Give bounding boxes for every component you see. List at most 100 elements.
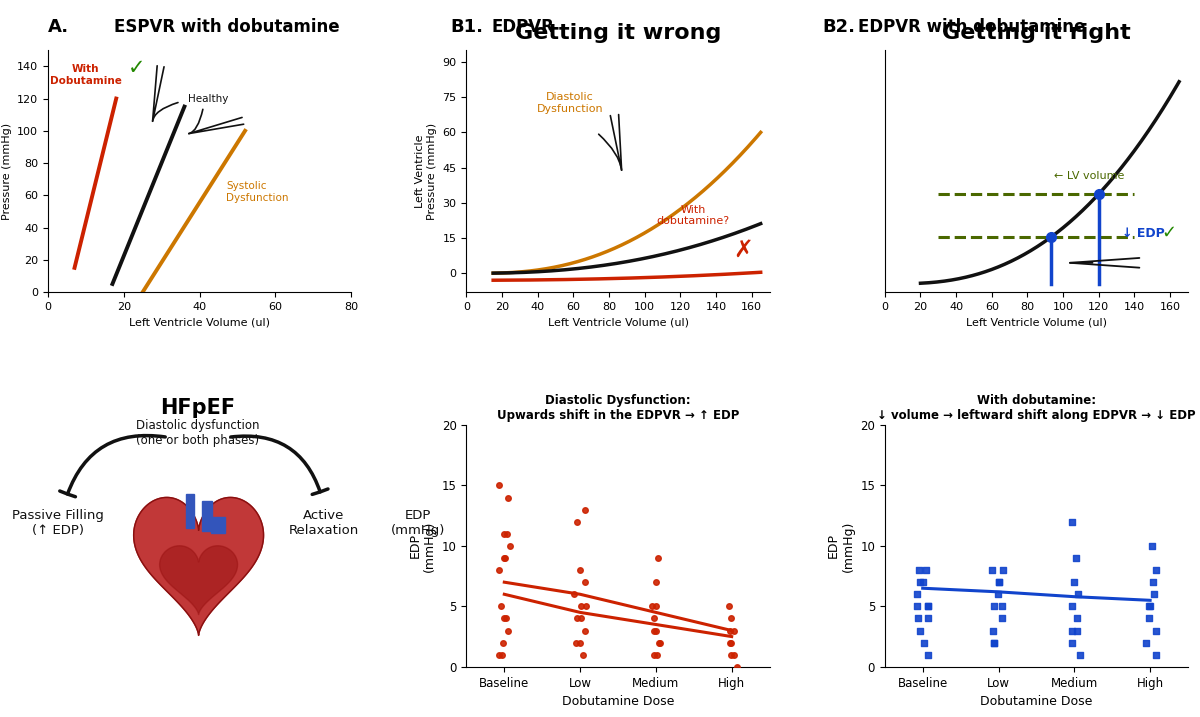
Text: Passive Filling
(↑ EDP): Passive Filling (↑ EDP) xyxy=(12,509,103,538)
Text: With
dobutamine?: With dobutamine? xyxy=(656,204,730,227)
Text: ↓ EDP: ↓ EDP xyxy=(1122,227,1165,239)
Text: B1.: B1. xyxy=(450,18,482,36)
Point xyxy=(1146,625,1165,636)
X-axis label: Left Ventricle Volume (ul): Left Ventricle Volume (ul) xyxy=(130,318,270,327)
Point xyxy=(1063,625,1082,636)
Text: Diastolic
Dysfunction: Diastolic Dysfunction xyxy=(536,92,604,113)
Point xyxy=(498,492,517,503)
Point xyxy=(490,564,509,576)
Point xyxy=(500,540,520,551)
X-axis label: Dobutamine Dose: Dobutamine Dose xyxy=(562,695,674,708)
Point xyxy=(911,576,930,588)
Y-axis label: EDP
(mmHg): EDP (mmHg) xyxy=(827,521,854,571)
Point xyxy=(576,625,595,636)
Text: Systolic
Dysfunction: Systolic Dysfunction xyxy=(226,181,289,203)
Point xyxy=(913,576,932,588)
Point xyxy=(1146,649,1165,660)
Point xyxy=(493,637,512,648)
Point xyxy=(990,576,1009,588)
Point xyxy=(1064,576,1084,588)
Point xyxy=(571,637,590,648)
Point xyxy=(1062,516,1081,528)
Point xyxy=(989,576,1008,588)
Point xyxy=(571,613,590,625)
Point xyxy=(494,552,514,564)
Polygon shape xyxy=(211,517,224,533)
Point xyxy=(727,661,746,673)
Text: EDPVR with dobutamine: EDPVR with dobutamine xyxy=(858,18,1085,36)
Point xyxy=(908,613,928,625)
X-axis label: Left Ventricle Volume (ul): Left Ventricle Volume (ul) xyxy=(547,318,689,327)
Text: ✓: ✓ xyxy=(1162,224,1176,242)
Point xyxy=(1062,601,1081,612)
Point xyxy=(725,649,744,660)
Y-axis label: Left Ventricle
Pressure (mmHg): Left Ventricle Pressure (mmHg) xyxy=(415,123,437,219)
Point xyxy=(566,637,586,648)
Text: HFpEF: HFpEF xyxy=(161,398,235,418)
Point xyxy=(1067,552,1086,564)
Point xyxy=(649,637,668,648)
Point xyxy=(984,637,1003,648)
Point xyxy=(568,613,587,625)
Point xyxy=(720,637,739,648)
Text: EDPVR: EDPVR xyxy=(492,18,554,36)
Point xyxy=(490,480,509,491)
Point xyxy=(570,564,589,576)
Text: ✓: ✓ xyxy=(127,57,145,77)
Point xyxy=(1070,649,1090,660)
Text: Active
Relaxation: Active Relaxation xyxy=(289,509,359,538)
Point xyxy=(1068,589,1087,600)
Point xyxy=(918,601,937,612)
Point xyxy=(644,649,664,660)
Point xyxy=(576,576,595,588)
Point xyxy=(992,613,1012,625)
Polygon shape xyxy=(202,501,212,531)
Point xyxy=(719,601,738,612)
Point xyxy=(907,601,926,612)
X-axis label: Left Ventricle Volume (ul): Left Ventricle Volume (ul) xyxy=(966,318,1106,327)
Y-axis label: Left Ventricle
Pressure (mmHg): Left Ventricle Pressure (mmHg) xyxy=(0,123,12,219)
Point xyxy=(498,625,517,636)
Point xyxy=(496,552,515,564)
Polygon shape xyxy=(133,498,264,635)
Point xyxy=(918,601,937,612)
Polygon shape xyxy=(186,494,193,528)
X-axis label: Dobutamine Dose: Dobutamine Dose xyxy=(980,695,1092,708)
Text: With
Dobutamine: With Dobutamine xyxy=(50,64,122,85)
Point xyxy=(571,601,590,612)
Point xyxy=(1068,613,1087,625)
Point xyxy=(646,576,665,588)
Point xyxy=(1144,576,1163,588)
Text: B2.: B2. xyxy=(822,18,856,36)
Text: EDP
(mmHg): EDP (mmHg) xyxy=(390,509,445,538)
Text: ← LV volume: ← LV volume xyxy=(1055,171,1124,181)
Point xyxy=(721,649,740,660)
Point xyxy=(994,564,1013,576)
Point xyxy=(576,601,595,612)
Point xyxy=(565,589,584,600)
Point xyxy=(498,528,517,540)
Point xyxy=(492,649,511,660)
Y-axis label: EDP
(mmHg): EDP (mmHg) xyxy=(408,521,437,571)
Point xyxy=(1140,601,1159,612)
Text: Healthy: Healthy xyxy=(188,93,229,103)
Point xyxy=(1136,637,1156,648)
Text: ESPVR with dobutamine: ESPVR with dobutamine xyxy=(114,18,340,36)
Point xyxy=(646,625,665,636)
Point xyxy=(574,649,593,660)
Point xyxy=(648,552,667,564)
Title: Getting it wrong: Getting it wrong xyxy=(515,23,721,43)
Point xyxy=(1067,625,1086,636)
Polygon shape xyxy=(160,546,238,614)
Point xyxy=(568,516,587,528)
Point xyxy=(724,625,743,636)
Point xyxy=(992,601,1012,612)
Point xyxy=(492,601,511,612)
Point xyxy=(985,601,1004,612)
Text: A.: A. xyxy=(48,18,70,36)
Point xyxy=(907,589,926,600)
Point xyxy=(1063,637,1082,648)
Point xyxy=(908,564,928,576)
Point xyxy=(721,637,740,648)
Point xyxy=(911,625,930,636)
